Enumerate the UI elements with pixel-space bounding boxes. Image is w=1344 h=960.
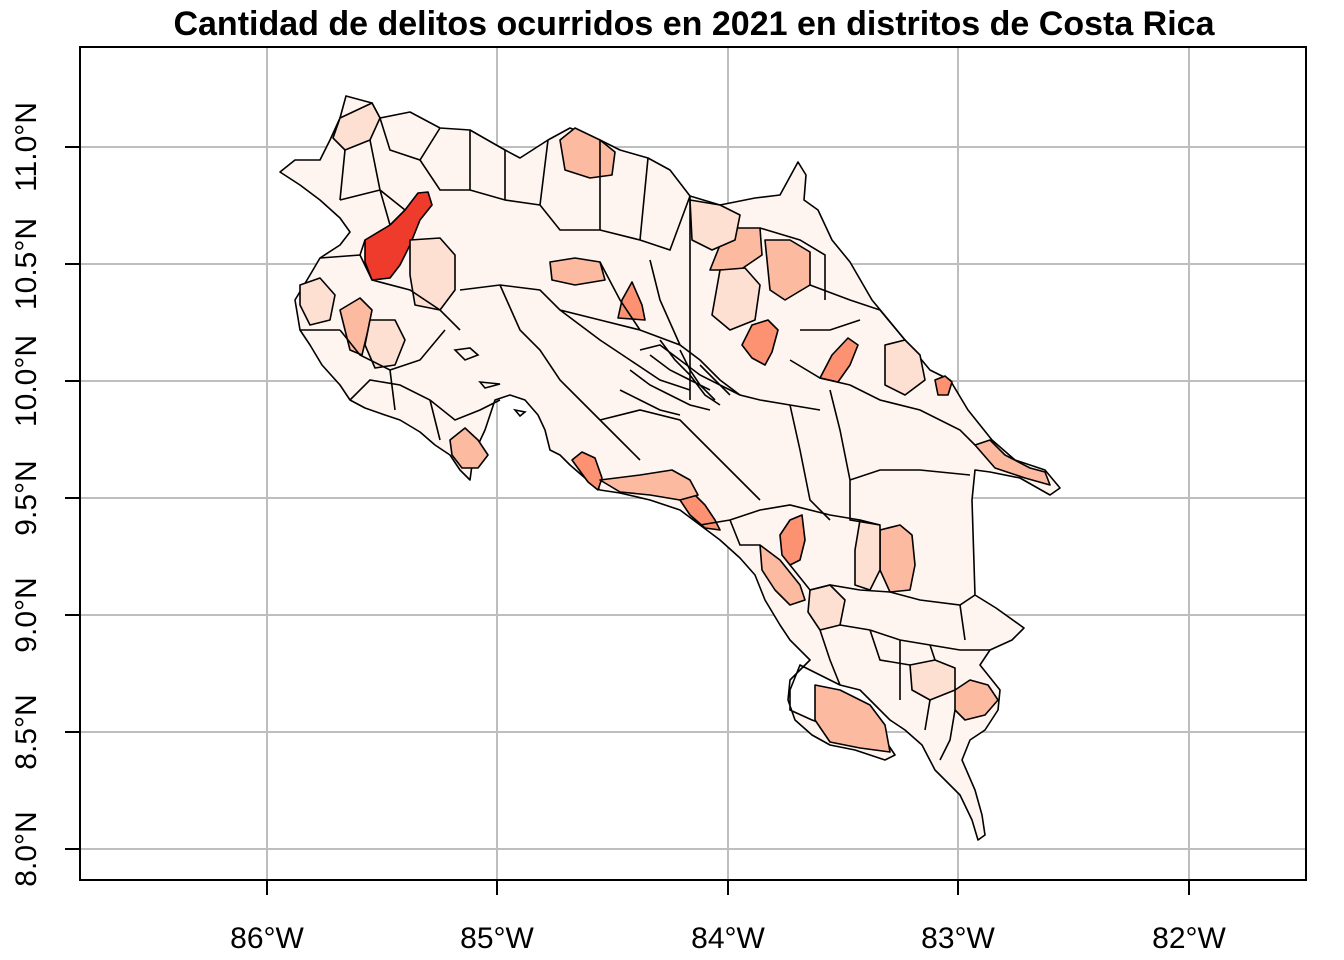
x-tick-label: 83°W xyxy=(921,922,995,955)
district-mid-coto xyxy=(879,524,916,593)
district-light-9 xyxy=(364,319,406,369)
x-axis: 86°W 85°W 84°W 83°W 82°W xyxy=(230,880,1227,955)
x-tick-label: 85°W xyxy=(460,922,534,955)
district-high-limon xyxy=(934,375,953,396)
district-mid-talamanca xyxy=(974,439,1051,486)
boundary-lines-guanacaste xyxy=(300,239,501,441)
district-mid-sancarlos xyxy=(549,257,606,286)
district-mid-osa xyxy=(954,679,999,721)
y-tick-label: 11.0°N xyxy=(10,102,43,192)
district-mid-nicoya xyxy=(449,427,489,469)
x-tick-label: 84°W xyxy=(691,922,765,955)
boundary-lines-caribbean xyxy=(759,227,976,526)
y-tick-label: 8.0°N xyxy=(10,811,43,886)
district-light-7 xyxy=(299,277,336,326)
map-title: Cantidad de delitos ocurridos en 2021 en… xyxy=(173,5,1215,43)
district-mid-parrita xyxy=(599,469,699,501)
district-boundaries xyxy=(300,117,990,761)
district-mid-upala xyxy=(559,127,616,179)
boundary-lines-north xyxy=(339,117,691,252)
y-tick-label: 10.5°N xyxy=(10,218,43,310)
x-tick-label: 82°W xyxy=(1152,922,1226,955)
district-base-country xyxy=(279,95,1061,841)
boundary-lines-south xyxy=(699,504,990,761)
plot-frame xyxy=(79,46,1307,881)
highlighted-districts xyxy=(299,102,1051,753)
district-high-south xyxy=(779,514,806,566)
y-tick-label: 9.0°N xyxy=(10,577,43,652)
y-tick-label: 8.5°N xyxy=(10,694,43,769)
lake-arenal-outline xyxy=(453,347,527,418)
boundary-lines-center xyxy=(459,196,821,501)
district-high-center xyxy=(741,319,779,366)
district-light-2 xyxy=(689,199,741,251)
district-high-pacific xyxy=(571,451,603,491)
district-mid-pacific-south xyxy=(759,544,806,606)
boundary-lines-dense-center xyxy=(619,339,741,416)
y-tick-label: 9.5°N xyxy=(10,460,43,535)
x-tick-label: 86°W xyxy=(230,922,304,955)
costa-rica-districts xyxy=(279,95,1061,841)
y-tick-label: 10.0°N xyxy=(10,335,43,427)
y-axis: 8.0°N 8.5°N 9.0°N 9.5°N 10.0°N 10.5°N 11… xyxy=(10,102,80,887)
district-mid-penas xyxy=(814,684,891,753)
district-light-1 xyxy=(409,237,456,311)
district-light-3 xyxy=(711,267,761,331)
